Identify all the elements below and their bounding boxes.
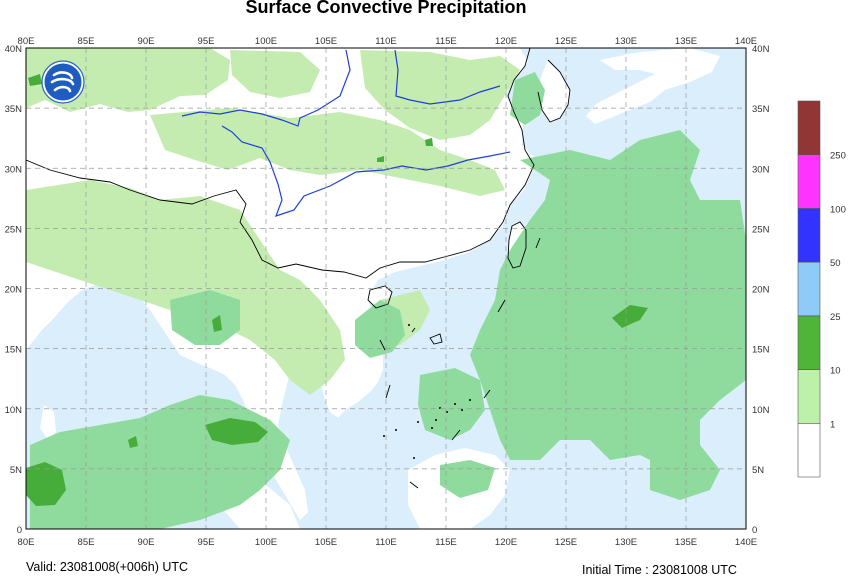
island-dots [383,324,471,459]
longitude-labels-bottom: 80E 85E 90E 95E 100E 105E 110E 115E 120E 125E 130E… [18,537,758,548]
map-frame [25,47,747,530]
legend-swatch [797,369,821,424]
longitude-label: 130E [615,537,637,548]
latitude-label: 25N [752,224,770,235]
longitude-label: 120E [495,36,517,47]
rivers [181,49,511,217]
borders-coastline [26,48,571,489]
latitude-label: 30N [5,164,23,175]
initial-time-label: Initial Time : 23081008 UTC [582,563,737,577]
latitude-label: 30N [752,164,770,175]
longitude-label: 105E [315,537,337,548]
longitude-label: 85E [78,36,95,47]
longitude-label: 105E [315,36,337,47]
legend-level-label: 100 [830,204,846,215]
legend-swatch [797,100,821,156]
valid-time-label: Valid: 23081008(+006h) UTC [26,560,189,574]
longitude-label: 100E [255,36,277,47]
gridlines [26,48,746,529]
land-sri-lanka [40,405,56,440]
longitude-label: 140E [735,36,757,47]
latitude-label: 40N [752,44,770,55]
longitude-label: 130E [615,36,637,47]
longitude-label: 85E [78,537,95,548]
longitude-label: 135E [675,36,697,47]
legend-swatch [797,261,821,317]
longitude-labels-top: 80E 85E 90E 95E 100E 105E 110E 115E 120E 125E 130E… [18,36,758,47]
cma-logo-icon [41,60,85,104]
latitude-label: 5N [752,465,764,476]
map-title: Surface Convective Precipitation [245,0,527,17]
land-japan [586,48,720,124]
legend-level-label: 10 [830,366,841,377]
longitude-label: 125E [555,537,577,548]
longitude-label: 115E [435,36,456,47]
latitude-label: 20N [5,285,23,296]
latitude-label: 15N [752,345,770,356]
legend-level-label: 1 [830,419,835,430]
latitude-label: 35N [5,104,23,115]
latitude-label: 10N [5,405,23,416]
legend-level-label: 250 [830,151,846,162]
longitude-label: 125E [555,36,577,47]
precip-heavy-areas [26,74,648,506]
precipitation-legend: 1 10 25 50 100 250 [797,100,846,478]
longitude-label: 95E [198,537,215,548]
longitude-label: 80E [18,537,35,548]
latitude-label: 0 [17,525,22,536]
latitude-label: 15N [5,345,23,356]
longitude-label: 100E [255,537,277,548]
longitude-label: 140E [735,537,757,548]
legend-level-label: 50 [830,258,841,269]
legend-level-label: 25 [830,312,841,323]
longitude-label: 110E [375,36,396,47]
latitude-label: 25N [5,224,23,235]
latitude-labels-left: 0 5N 10N 15N 20N 25N 30N 35N 40N [5,44,23,536]
latitude-labels-right: 0 5N 10N 15N 20N 25N 30N 35N 40N [752,44,770,536]
legend-swatch [797,422,821,478]
longitude-label: 90E [138,36,155,47]
longitude-label: 95E [198,36,215,47]
longitude-label: 80E [18,36,35,47]
longitude-label: 90E [138,537,155,548]
latitude-label: 35N [752,104,770,115]
longitude-label: 135E [675,537,697,548]
latitude-label: 40N [5,44,23,55]
longitude-label: 120E [495,537,517,548]
land-korea [538,60,570,122]
longitude-label: 115E [435,537,456,548]
latitude-label: 5N [10,465,22,476]
legend-swatch [797,154,821,209]
latitude-label: 20N [752,285,770,296]
legend-swatch [797,208,821,263]
legend-swatch [797,315,821,370]
longitude-label: 110E [375,537,396,548]
latitude-label: 0 [752,525,757,536]
latitude-label: 10N [752,405,770,416]
